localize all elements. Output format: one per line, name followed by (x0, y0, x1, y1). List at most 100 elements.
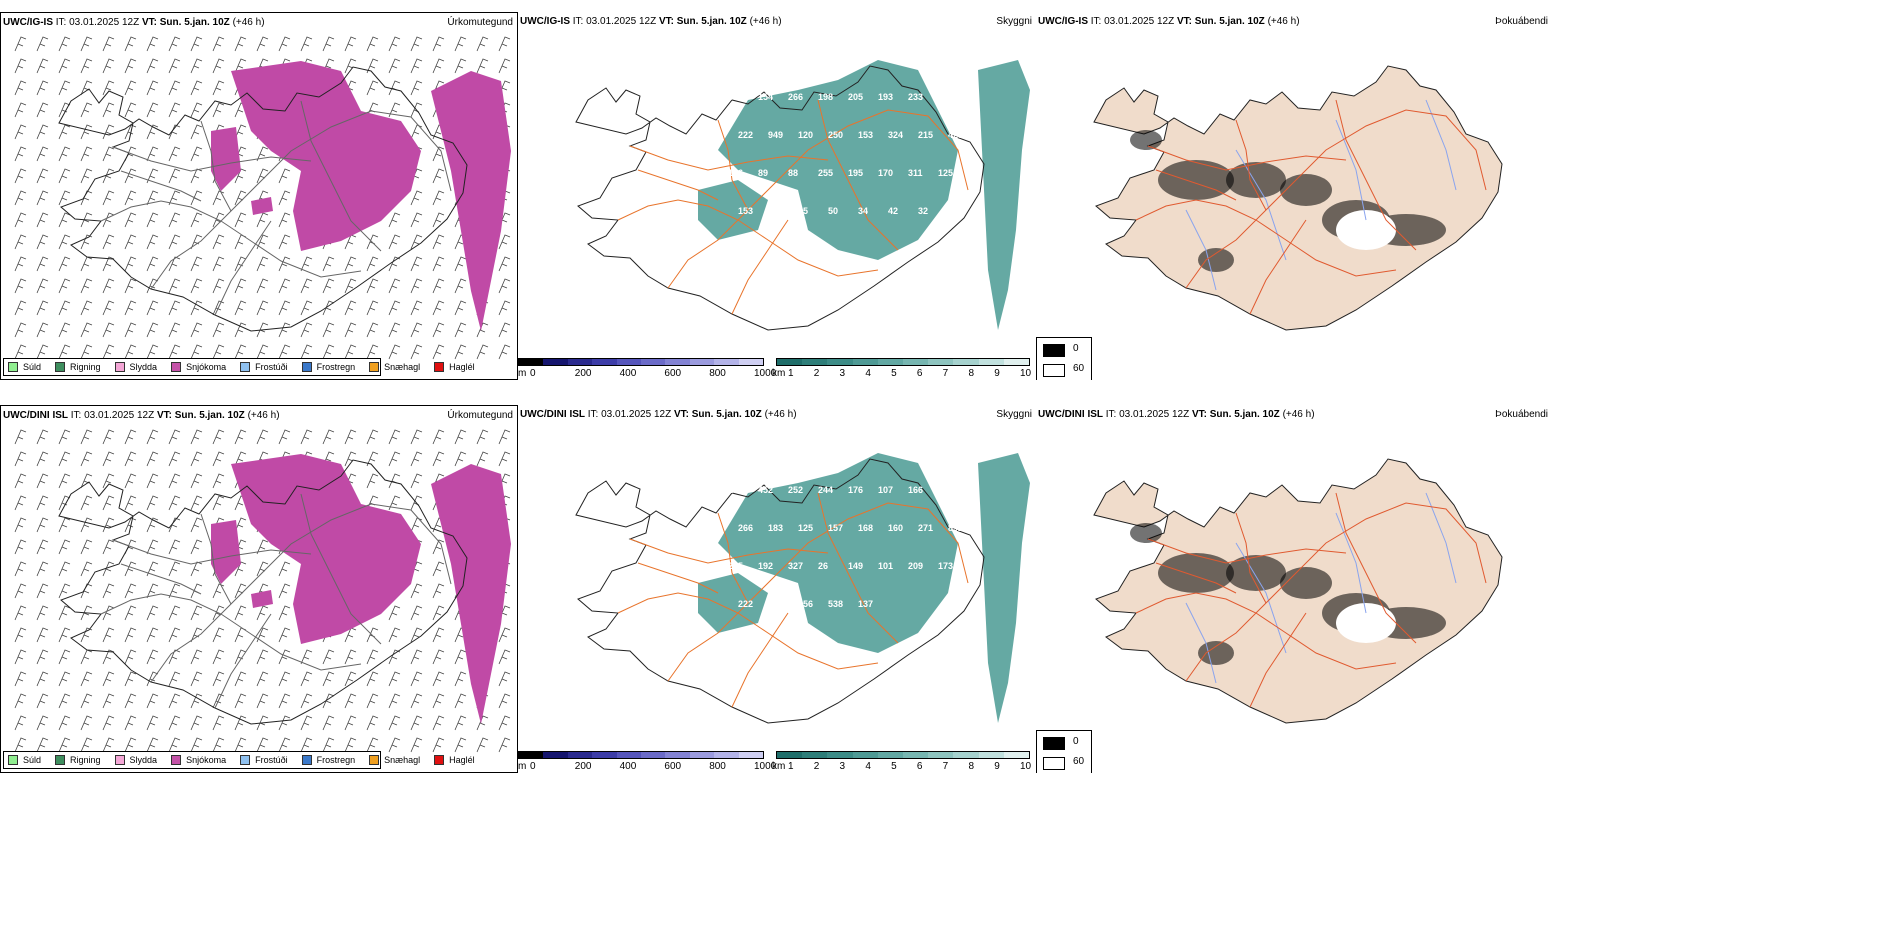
wind-barb (234, 737, 247, 753)
wind-barb (146, 300, 159, 316)
colorbar-tick: 10 (1020, 761, 1032, 772)
road (1249, 219, 1307, 315)
wind-barb (36, 583, 49, 599)
wind-barb (256, 344, 269, 360)
wind-barb (388, 212, 401, 228)
wind-barb (14, 80, 27, 96)
cloud-base-label: 423 (948, 130, 963, 140)
wind-barb (58, 561, 71, 577)
model-name: UWC/DINI ISL (3, 410, 68, 421)
wind-barb (124, 473, 137, 489)
road (1147, 538, 1347, 564)
vt-value: Sun. 5.jan. 10Z (691, 409, 762, 420)
wind-barb (168, 429, 181, 445)
wind-barb (278, 671, 291, 687)
wind-barb (454, 256, 467, 272)
wind-barb (190, 300, 203, 316)
wind-barb (212, 36, 225, 52)
wind-barb (388, 649, 401, 665)
river (1425, 99, 1457, 191)
wind-barb (36, 495, 49, 511)
colorbar-step (978, 752, 1004, 758)
road (112, 539, 312, 565)
fog-legend-swatch-0 (1043, 737, 1065, 750)
wind-barb (388, 36, 401, 52)
colorbar-step (616, 359, 642, 365)
wind-barb (476, 737, 489, 753)
map-header: UWC/DINI ISL IT: 03.01.2025 12Z VT: Sun.… (1038, 409, 1315, 420)
wind-barb (432, 693, 445, 709)
cloud-base-label: 327 (788, 561, 803, 571)
legend-label: Rigning (70, 362, 101, 372)
colorbar-tick: 4 (865, 761, 871, 772)
wind-barb (432, 627, 445, 643)
wind-barb (410, 278, 423, 294)
wind-barb (388, 429, 401, 445)
wind-barb (410, 715, 423, 731)
wind-barb (58, 278, 71, 294)
wind-barb (212, 715, 225, 731)
wind-barb (58, 737, 71, 753)
legend-item: Frostúði (240, 755, 288, 765)
wind-barb (388, 715, 401, 731)
legend-label: Frostúði (255, 362, 288, 372)
wind-barb (234, 344, 247, 360)
wind-barb (168, 322, 181, 338)
wind-barb (36, 124, 49, 140)
wind-barb (168, 278, 181, 294)
wind-barb (124, 693, 137, 709)
wind-barb (410, 344, 423, 360)
wind-barb (36, 715, 49, 731)
wind-barb (432, 737, 445, 753)
model-name: UWC/IG-IS (3, 17, 53, 28)
wind-barb (366, 473, 379, 489)
wind-barb (476, 36, 489, 52)
wind-barb (366, 322, 379, 338)
road (214, 613, 272, 709)
legend-swatch (114, 755, 125, 765)
visibility-patch (698, 573, 768, 633)
wind-barb (498, 300, 511, 316)
colorbar-unit: km (772, 368, 786, 379)
wind-barb (146, 473, 159, 489)
wind-barb (58, 190, 71, 206)
colorbar-step (777, 359, 803, 365)
fog-legend: 0 60 (1036, 730, 1092, 773)
wind-barb (234, 168, 247, 184)
wind-barb (344, 278, 357, 294)
legend-swatch (171, 755, 182, 765)
wind-barb (498, 649, 511, 665)
road (717, 512, 749, 604)
cloud-base-label: 154 (758, 92, 773, 102)
wind-barb (498, 451, 511, 467)
wind-barb (168, 80, 181, 96)
cloud-base-label: 153 (858, 130, 873, 140)
wind-barb (190, 190, 203, 206)
visibility-colorbar: km 1 2 3 4 5 6 7 8 9 10 (772, 358, 1034, 380)
legend-item: Súld (8, 362, 41, 372)
colorbar-tick: 2 (813, 761, 820, 772)
wind-barb (432, 539, 445, 555)
wind-barb (102, 715, 115, 731)
colorbar-tick: 4 (865, 368, 871, 379)
wind-barb (58, 517, 71, 533)
wind-barb (212, 671, 225, 687)
river (1335, 512, 1367, 614)
wind-barb (300, 693, 313, 709)
wind-barb (234, 58, 247, 74)
cloud-base-labels: 296 452 252 244 176 107 166 130 266 183 125 157 168 1… (728, 485, 963, 609)
colorbar-step (519, 752, 544, 758)
wind-barb (322, 649, 335, 665)
wind-barb (80, 429, 93, 445)
wind-barb (454, 344, 467, 360)
wind-barb (146, 124, 159, 140)
cloud-base-label: 170 (878, 168, 893, 178)
wind-barb (146, 693, 159, 709)
height-colorbar: m 0 200 400 600 800 1000 (518, 358, 776, 380)
colorbar-step (543, 359, 568, 365)
wind-barb (234, 256, 247, 272)
cloud-base-label: 160 (888, 523, 903, 533)
wind-barb (190, 451, 203, 467)
road (1335, 99, 1417, 251)
wind-barb (498, 36, 511, 52)
